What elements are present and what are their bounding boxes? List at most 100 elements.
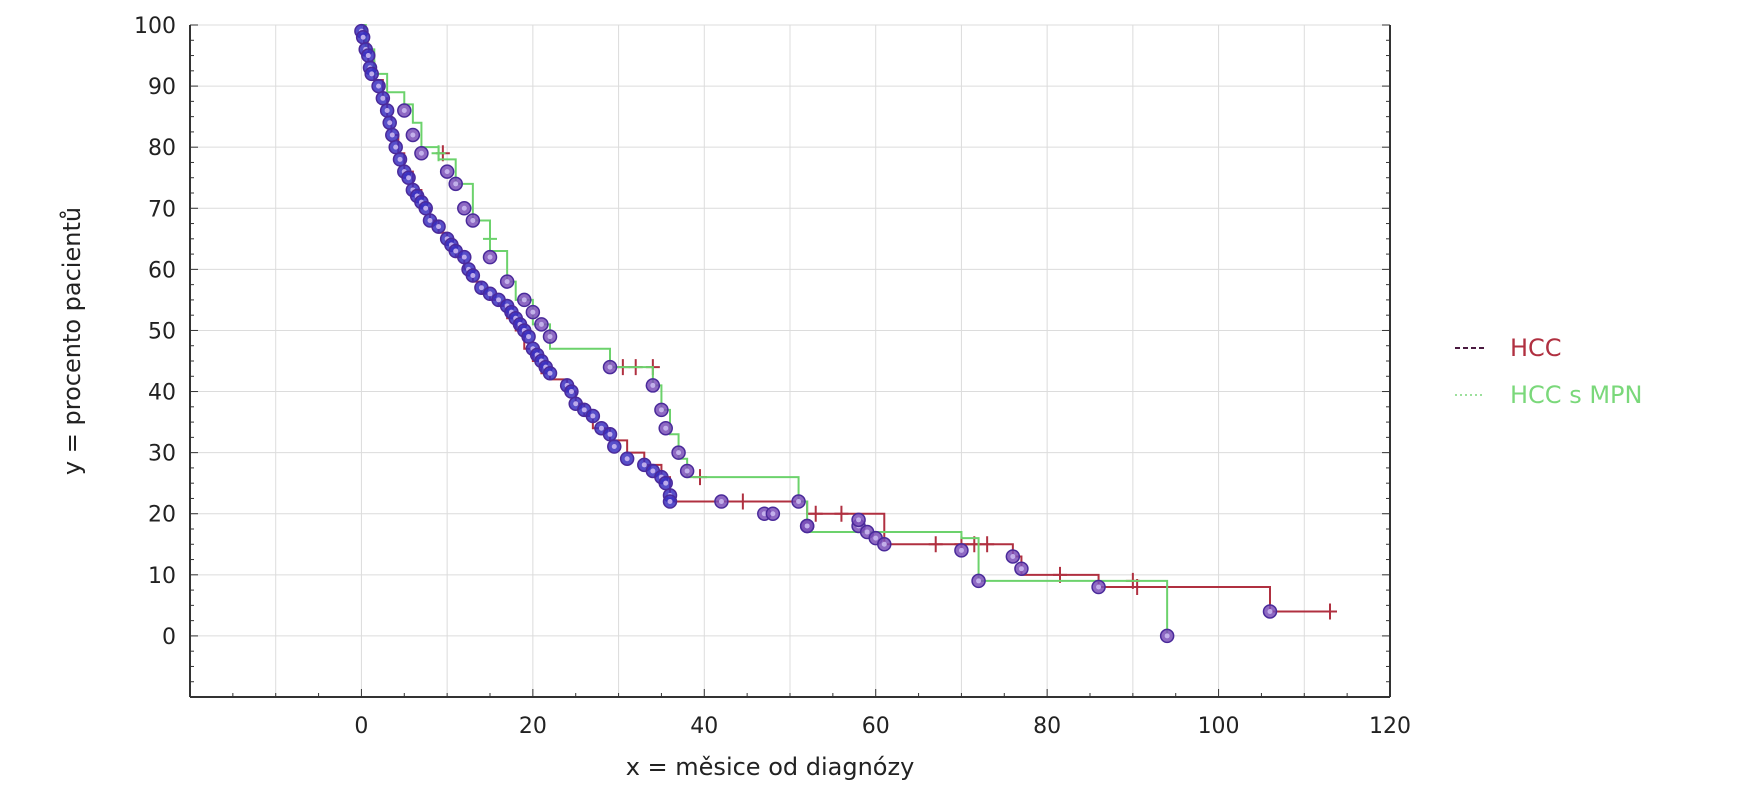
censor-mark-hcc-s-mpn — [431, 145, 446, 162]
series-hcc — [361, 24, 1337, 620]
event-marker-center — [436, 224, 442, 230]
y-tick-label: 80 — [148, 136, 176, 161]
event-marker-center — [380, 95, 386, 101]
event-marker-center — [427, 217, 433, 223]
event-marker-center — [530, 309, 536, 315]
series-layer — [354, 23, 1337, 644]
y-tick-label: 30 — [148, 442, 176, 467]
event-marker-center — [676, 450, 682, 456]
series-line-hcc — [361, 24, 1330, 613]
censor-mark-hcc — [735, 493, 750, 510]
event-marker-center — [684, 468, 690, 474]
event-marker-center — [410, 132, 416, 138]
axes — [189, 24, 1391, 698]
x-tick-label: 120 — [1369, 714, 1411, 739]
event-marker-center — [547, 334, 553, 340]
event-marker-center — [526, 334, 532, 340]
y-tick-label: 40 — [148, 381, 176, 406]
event-marker-center — [423, 205, 429, 211]
event-marker-center — [444, 169, 450, 175]
event-marker-center — [393, 144, 399, 150]
event-marker-center — [401, 108, 407, 114]
event-marker-center — [478, 285, 484, 291]
legend-item-hcc-s-mpn: HCC s MPN — [1455, 381, 1642, 409]
event-marker-center — [976, 578, 982, 584]
event-marker-center — [573, 401, 579, 407]
event-marker-center — [470, 217, 476, 223]
censor-mark-hcc-s-mpn — [483, 230, 497, 247]
event-marker-center — [1164, 633, 1170, 639]
event-marker-center — [598, 425, 604, 431]
event-marker-center — [461, 205, 467, 211]
event-marker-center — [624, 456, 630, 462]
event-marker-center — [718, 499, 724, 505]
event-marker-center — [650, 468, 656, 474]
grid — [190, 24, 1390, 697]
x-tick-label: 0 — [354, 714, 368, 739]
event-marker-center — [365, 53, 371, 59]
x-tick-label: 80 — [1033, 714, 1061, 739]
event-marker-center — [607, 431, 613, 437]
event-marker-center — [387, 120, 393, 126]
event-marker-center — [1010, 553, 1016, 559]
event-marker-center — [873, 535, 879, 541]
censor-mark-hcc — [980, 536, 995, 553]
event-marker-center — [607, 364, 613, 370]
event-marker-center — [581, 407, 587, 413]
legend-label-hcc: HCC — [1510, 334, 1562, 362]
event-marker-center — [663, 425, 669, 431]
y-tick-label: 20 — [148, 503, 176, 528]
x-tick-label: 40 — [690, 714, 718, 739]
event-marker-center — [521, 297, 527, 303]
event-marker-center — [487, 291, 493, 297]
censor-mark-hcc — [1323, 603, 1337, 620]
event-marker-center — [504, 279, 510, 285]
y-tick-label: 70 — [148, 197, 176, 222]
event-marker-center — [406, 175, 412, 181]
event-marker-center — [590, 413, 596, 419]
event-marker-center — [663, 480, 669, 486]
event-marker-center — [641, 462, 647, 468]
event-marker-center — [1096, 584, 1102, 590]
event-marker-center — [461, 254, 467, 260]
event-marker-center — [538, 321, 544, 327]
y-tick-label: 10 — [148, 564, 176, 589]
censor-mark-hcc — [834, 505, 849, 522]
event-marker-center — [804, 523, 810, 529]
event-marker-center — [761, 511, 767, 517]
y-tick-label: 100 — [134, 14, 176, 39]
legend-label-hcc-s-mpn: HCC s MPN — [1510, 381, 1642, 409]
censor-mark-hcc — [808, 505, 823, 522]
event-marker-center — [881, 541, 887, 547]
event-marker-center — [796, 499, 802, 505]
event-marker-center — [496, 297, 502, 303]
event-marker-center — [389, 132, 395, 138]
event-marker-center — [568, 389, 574, 395]
markers-hcc — [354, 23, 1278, 619]
event-marker-center — [453, 181, 459, 187]
event-marker-center — [418, 150, 424, 156]
x-axis-title: x = měsice od diagnózy — [626, 753, 915, 781]
legend: HCC HCC s MPN — [1455, 334, 1642, 409]
event-marker-center — [453, 248, 459, 254]
event-marker-center — [611, 444, 617, 450]
event-marker-center — [376, 83, 382, 89]
event-marker-center — [384, 108, 390, 114]
x-tick-label: 100 — [1198, 714, 1240, 739]
event-marker-center — [470, 272, 476, 278]
event-marker-center — [856, 517, 862, 523]
event-marker-center — [958, 547, 964, 553]
y-tick-label: 90 — [148, 75, 176, 100]
event-marker-center — [864, 529, 870, 535]
y-tick-label: 0 — [162, 625, 176, 650]
event-marker-center — [1267, 608, 1273, 614]
event-marker-center — [547, 370, 553, 376]
event-marker-center — [667, 499, 673, 505]
legend-item-hcc: HCC — [1455, 334, 1562, 362]
x-tick-label: 20 — [519, 714, 547, 739]
event-marker-center — [397, 156, 403, 162]
event-marker-center — [369, 71, 375, 77]
event-marker-center — [658, 407, 664, 413]
